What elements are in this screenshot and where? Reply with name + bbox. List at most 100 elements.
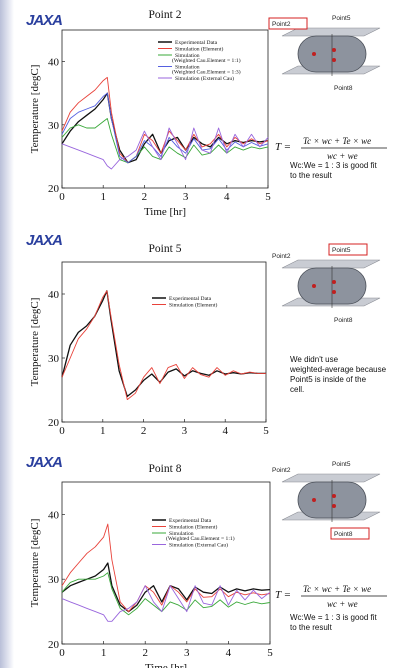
cell-diagram: Point2 Point5 Point8: [272, 243, 381, 324]
legend-entry: Experimental Data: [169, 518, 212, 524]
legend-entry: Simulation (Element): [175, 46, 223, 53]
legend-entry: (Weighted Cau.Element = 1:3): [172, 69, 241, 76]
weighted-formula: T = Tc × wc + Te × we wc + we: [275, 584, 387, 609]
highlight-box: [330, 527, 370, 540]
y-axis-label: Temperature [degC]: [29, 298, 41, 387]
chart-title: Point 8: [149, 463, 182, 475]
note-line: Wc:We = 1 : 3 is good fit: [290, 613, 378, 622]
y-tick-label: 40: [48, 57, 60, 69]
point5-marker: [332, 494, 336, 498]
y-tick-label: 40: [48, 289, 60, 301]
panel-point-8: JAXA Point 8 0 1 2 3 4 5 20 30 40 Time [hr] Tempera…: [0, 442, 406, 668]
series-line: [61, 523, 271, 613]
cell-plate-top: [281, 473, 381, 483]
x-tick-label: 3: [183, 191, 189, 203]
note-line: to the result: [290, 623, 333, 632]
point8-marker: [332, 58, 336, 62]
y-tick-label: 20: [48, 183, 60, 195]
legend-entry: Experimental Data: [175, 40, 218, 46]
point8-marker: [332, 504, 336, 508]
formula-denominator: wc + we: [327, 599, 358, 609]
panel-point-5: JAXA Point 5 0 1 2 3 4 5 20 30 40 Time [hr] Tempera…: [0, 222, 406, 442]
note-line: cell.: [290, 385, 304, 394]
left-edge-shade: [0, 0, 14, 668]
cell-label: Point8: [334, 531, 353, 538]
note-line: Wc:We = 1 : 3 is good fit: [290, 161, 378, 170]
highlight-box: [268, 17, 308, 30]
x-tick-label: 4: [226, 647, 232, 659]
formula-numerator: Tc × wc + Te × we: [303, 136, 371, 146]
chart-point-2: Point 2 0 1 2 3 4 5 20 30 40 Time [hr] Temperature …: [29, 9, 387, 218]
formula-lhs: T =: [275, 589, 291, 601]
legend-entry: Simulation (Element): [169, 302, 217, 309]
point2-marker: [312, 284, 316, 288]
highlight-box: [328, 243, 368, 256]
cell-diagram: Point2 Point5 Point8: [272, 461, 381, 540]
legend-entry: Simulation (Element): [169, 524, 217, 531]
formula-lhs: T =: [275, 141, 291, 153]
formula-denominator: wc + we: [327, 151, 358, 161]
x-axis-label: Time [hr]: [145, 662, 187, 668]
cell-label: Point2: [272, 253, 291, 260]
x-tick-label: 5: [267, 647, 273, 659]
x-tick-label: 0: [59, 425, 65, 437]
cell-label: Point2: [272, 21, 291, 28]
x-tick-label: 0: [59, 191, 65, 203]
cell-label: Point5: [332, 15, 351, 22]
series-line: [61, 290, 266, 401]
legend-entry: Simulation: [175, 53, 200, 59]
cell-label: Point5: [332, 247, 351, 254]
jaxa-logo: JAXA: [26, 12, 63, 29]
x-tick-label: 1: [100, 425, 106, 437]
jaxa-logo-3: JAXA: [26, 454, 63, 471]
plot-frame: [61, 261, 267, 423]
y-axis-label: Temperature [degC]: [29, 519, 41, 608]
x-tick-label: 2: [142, 647, 148, 659]
legend-entry: (Weighted Cau.Element = 1:1): [172, 57, 241, 64]
x-tick-label: 0: [59, 647, 65, 659]
y-tick-label: 40: [48, 509, 60, 521]
note-line: weighted-average because: [289, 365, 387, 374]
note-line: to the result: [290, 171, 333, 180]
legend-entry: Simulation (External Cau): [175, 75, 234, 82]
x-axis-label: Time [hr]: [143, 440, 185, 442]
x-axis-label: Time [hr]: [144, 206, 186, 218]
cell-label: Point2: [272, 467, 291, 474]
chart-point-5: Point 5 0 1 2 3 4 5 20 30 40 Time [hr] Temperature …: [29, 243, 387, 442]
series-line: [61, 127, 269, 170]
chart-point-8: Point 8 0 1 2 3 4 5 20 30 40 Time [hr] Temperature …: [29, 461, 387, 668]
series-line: [61, 92, 269, 164]
plot-frame: [61, 481, 271, 645]
legend-entry: Simulation (External Cau): [169, 542, 228, 549]
y-tick-label: 20: [48, 417, 60, 429]
y-tick-label: 30: [48, 574, 60, 586]
series-line: [61, 585, 271, 622]
legend-entry: Simulation: [169, 531, 194, 537]
y-tick-label: 30: [48, 120, 60, 132]
point2-marker: [312, 52, 316, 56]
x-tick-label: 4: [222, 425, 228, 437]
weighted-formula: T = Tc × wc + Te × we wc + we: [275, 136, 387, 161]
y-tick-label: 30: [48, 353, 60, 365]
plot-frame: [61, 29, 269, 189]
panel-point-2: JAXA Point 2 0 1 2 3 4 5 20 30 40 Time [hr] Tempera…: [0, 0, 406, 222]
chart-title: Point 5: [149, 243, 182, 255]
point8-marker: [332, 290, 336, 294]
x-tick-label: 5: [265, 191, 271, 203]
jaxa-logo-2: JAXA: [26, 232, 63, 249]
legend-entry: (Weighted Cau.Element = 1:1): [166, 535, 235, 542]
x-tick-label: 2: [142, 191, 148, 203]
cell-label: Point8: [334, 85, 353, 92]
x-tick-label: 4: [224, 191, 230, 203]
point5-marker: [332, 280, 336, 284]
y-axis-label: Temperature [degC]: [29, 65, 41, 154]
point5-marker: [332, 48, 336, 52]
x-tick-label: 2: [141, 425, 147, 437]
cell-diagram: Point2 Point5 Point8: [268, 15, 381, 92]
x-tick-label: 3: [182, 425, 188, 437]
chart-title: Point 2: [149, 9, 182, 21]
x-tick-label: 1: [100, 191, 106, 203]
cell-label: Point8: [334, 317, 353, 324]
x-tick-label: 3: [184, 647, 190, 659]
formula-numerator: Tc × wc + Te × we: [303, 584, 371, 594]
